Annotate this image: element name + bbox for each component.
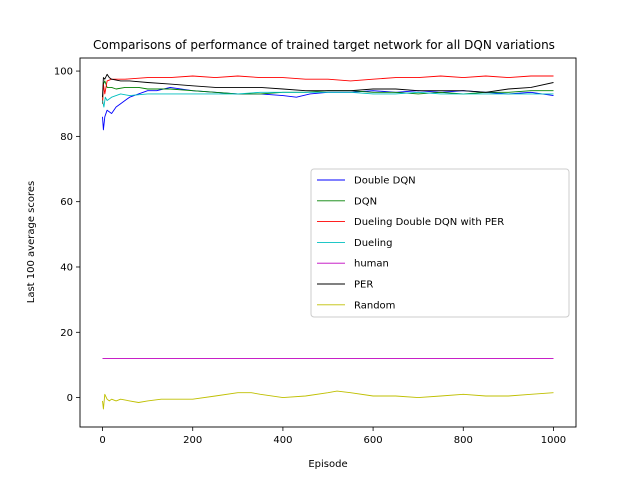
x-tick-label-0: 0 [99,435,105,446]
legend-label-2: Dueling Double DQN with PER [354,217,504,228]
y-tick-label-0: 0 [67,393,73,404]
y-tick-label-1: 20 [60,328,73,339]
x-axis: 0 200 400 600 800 1000 [99,427,566,446]
legend-label-1: DQN [354,196,377,207]
x-tick-label-2: 400 [273,435,292,446]
y-tick-label-5: 100 [54,67,73,78]
plot-frame [79,57,577,428]
x-tick-label-1: 200 [183,435,202,446]
legend-box [310,168,570,318]
legend-label-3: Dueling [354,238,392,249]
chart-title: Comparisons of performance of trained ta… [93,38,555,52]
series-line-5 [102,73,554,98]
legend-label-4: human [354,259,389,270]
x-tick-label-5: 1000 [541,435,566,446]
series-layer [102,73,554,410]
y-axis-label: Last 100 average scores [26,181,37,303]
y-tick-label-2: 40 [60,262,73,273]
series-line-3 [102,91,554,108]
y-tick-label-4: 80 [60,132,73,143]
x-axis-label: Episode [308,459,347,470]
x-tick-label-3: 600 [364,435,383,446]
series-line-6 [102,390,554,410]
x-tick-label-4: 800 [454,435,473,446]
legend-label-0: Double DQN [354,176,416,187]
legend: Double DQN DQN Dueling Double DQN with PER… [310,168,570,318]
legend-label-6: Random [354,300,395,311]
series-line-1 [102,80,554,104]
y-axis: 0 20 40 60 80 100 [54,67,80,404]
legend-label-5: PER [354,280,373,291]
y-tick-label-3: 60 [60,197,73,208]
